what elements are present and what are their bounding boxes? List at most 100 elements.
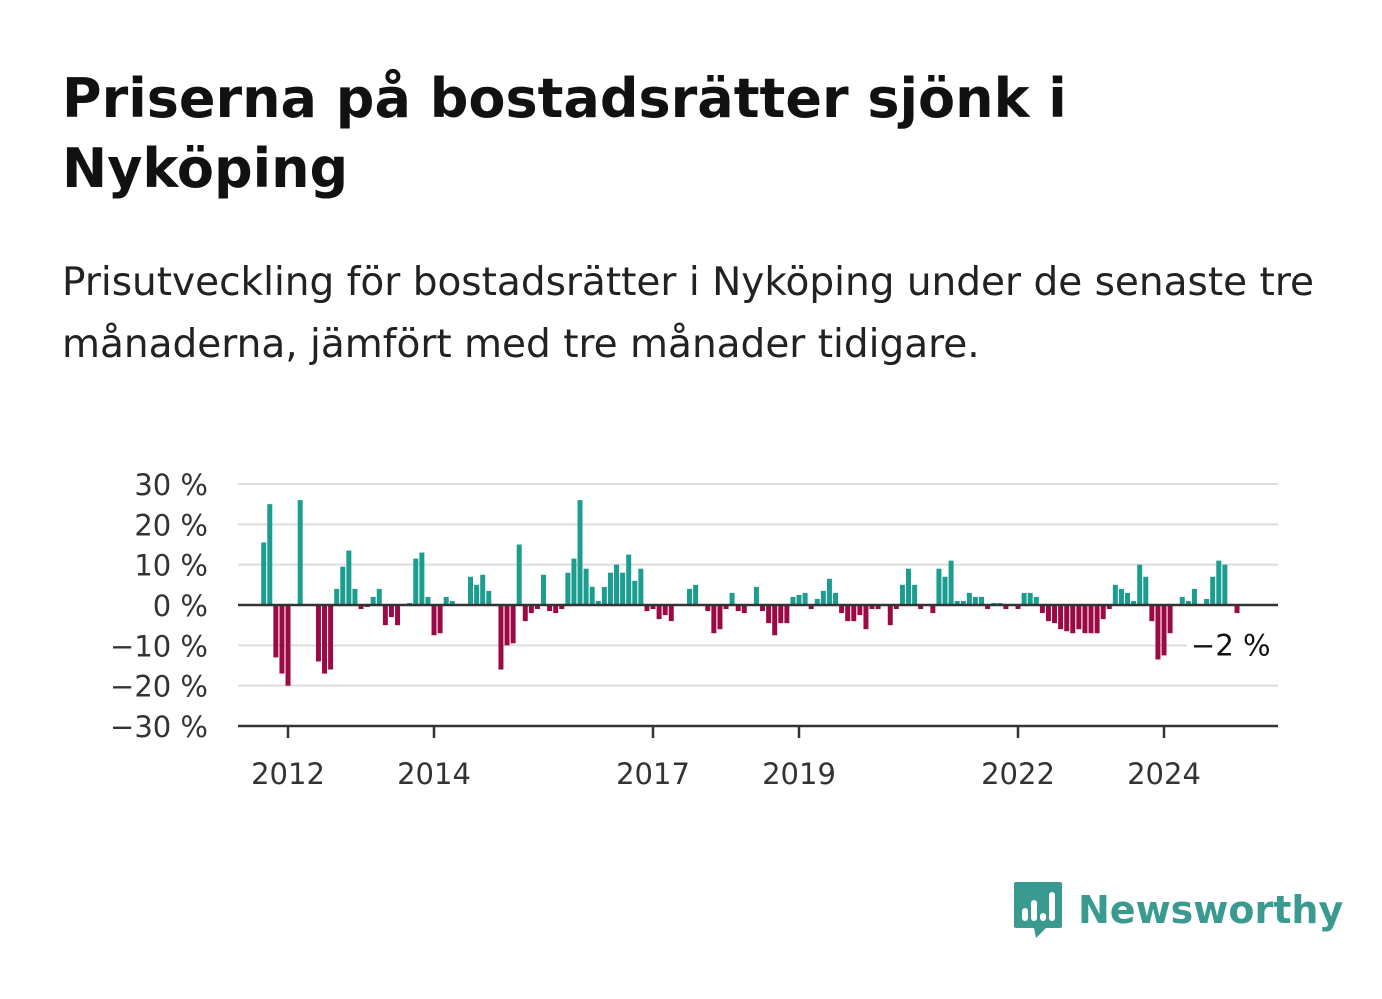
bar: [425, 596, 431, 605]
bar: [1064, 605, 1070, 632]
bar: [966, 592, 972, 605]
bar: [1058, 605, 1064, 630]
y-tick-label: 20 %: [134, 508, 208, 542]
end-value-label: −2 %: [1191, 628, 1271, 662]
bar: [1033, 596, 1039, 605]
x-tick-label: 2022: [981, 757, 1055, 791]
bar: [261, 542, 267, 605]
bar: [668, 605, 674, 622]
bars: [261, 500, 1240, 686]
bar: [972, 596, 978, 605]
bar: [814, 598, 820, 605]
bar: [985, 605, 991, 610]
page-subtitle: Prisutveckling för bostadsrätter i Nyköp…: [62, 260, 1314, 367]
bar: [285, 605, 291, 686]
brand-logo: Newsworthy: [1012, 880, 1343, 940]
bar: [468, 576, 474, 605]
bar: [1039, 605, 1045, 614]
bar: [906, 568, 912, 605]
bar: [273, 605, 279, 658]
bar: [1210, 576, 1216, 605]
bar: [419, 552, 425, 605]
bar: [1112, 584, 1118, 605]
bar: [705, 605, 711, 612]
y-tick-label: 10 %: [134, 549, 208, 583]
bar: [887, 605, 893, 626]
bar: [717, 605, 723, 630]
bar: [607, 572, 613, 605]
bar: [376, 588, 382, 605]
bar: [388, 605, 394, 618]
bar: [1222, 564, 1228, 605]
bar: [1161, 605, 1167, 656]
bar: [565, 572, 571, 605]
bar: [656, 605, 662, 620]
bar: [632, 580, 638, 605]
bar: [1155, 605, 1161, 660]
bar: [577, 500, 583, 605]
bar: [766, 605, 772, 624]
end-label-background: [1187, 627, 1282, 666]
bar: [1167, 605, 1173, 634]
bar: [893, 605, 899, 610]
bar: [693, 584, 699, 605]
bar: [954, 600, 960, 605]
bar: [863, 605, 869, 630]
bar: [899, 584, 905, 605]
y-tick-label: −20 %: [110, 670, 208, 704]
bar: [1149, 605, 1155, 622]
bar: [760, 605, 766, 612]
bar: [328, 605, 334, 670]
bar: [620, 572, 626, 605]
bar: [918, 605, 924, 610]
bar: [711, 605, 717, 634]
bar: [1076, 605, 1082, 630]
bar: [1143, 576, 1149, 605]
bar: [778, 605, 784, 624]
bar: [802, 592, 808, 605]
bar: [279, 605, 285, 674]
bar: [1191, 588, 1197, 605]
bar: [784, 605, 790, 624]
bar: [589, 586, 595, 605]
axes: [238, 603, 1278, 738]
bar: [753, 586, 759, 605]
bar: [547, 605, 553, 612]
bar: [443, 596, 449, 605]
bar: [297, 500, 303, 605]
bar: [979, 596, 985, 605]
bar: [644, 605, 650, 612]
bar: [370, 596, 376, 605]
bar: [650, 605, 656, 610]
bar: [875, 605, 881, 610]
bar: [1094, 605, 1100, 634]
bar: [845, 605, 851, 622]
x-tick-label: 2014: [397, 757, 471, 791]
bar: [1179, 596, 1185, 605]
bar: [322, 605, 328, 674]
bar: [1088, 605, 1094, 634]
bar: [340, 566, 346, 605]
bar: [1216, 560, 1222, 605]
bar: [833, 592, 839, 605]
bar: [352, 588, 358, 605]
bar: [504, 605, 510, 646]
bar: [869, 605, 875, 610]
bar: [790, 596, 796, 605]
bar: [626, 554, 632, 605]
bar: [553, 605, 559, 614]
bar: [486, 590, 492, 605]
bar: [498, 605, 504, 670]
bar: [942, 576, 948, 605]
bar: [820, 590, 826, 605]
bar: [638, 568, 644, 605]
bar: [735, 605, 741, 612]
bar: [534, 605, 540, 610]
bar: [358, 605, 364, 610]
page-title: Priserna på bostadsrätter sjönk i Nyköpi…: [62, 67, 1067, 200]
bar: [1021, 592, 1027, 605]
bar: [595, 600, 601, 605]
x-tick-label: 2024: [1127, 757, 1201, 791]
bar: [449, 600, 455, 605]
bar: [1052, 605, 1058, 624]
